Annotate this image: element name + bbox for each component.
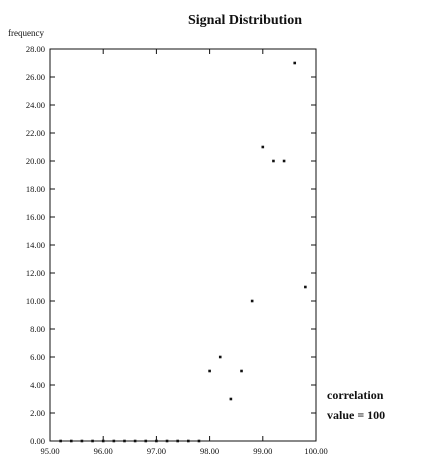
- x-axis: 95.00 96.00 97.00 98.00 99.00 100.00: [40, 49, 328, 456]
- y-axis: 0.00 2.00 4.00 6.00 8.00 10.00 12.00 14.00 16.00…: [26, 44, 316, 446]
- data-point: [59, 439, 62, 443]
- data-points: [59, 61, 307, 443]
- data-point: [91, 439, 94, 443]
- correlation-label: correlation: [327, 388, 384, 402]
- data-point: [261, 145, 265, 149]
- y-tick-label: 10.00: [26, 296, 45, 306]
- chart-title: Signal Distribution: [188, 13, 302, 28]
- y-tick-label: 12.00: [26, 268, 45, 278]
- y-tick-label: 4.00: [30, 380, 45, 390]
- data-point: [123, 439, 126, 443]
- x-tick-label: 95.00: [40, 446, 59, 456]
- x-tick-label: 99.00: [253, 446, 272, 456]
- data-point: [144, 439, 148, 443]
- y-tick-label: 28.00: [26, 44, 45, 54]
- y-tick-label: 2.00: [30, 408, 45, 418]
- y-tick-label: 16.00: [26, 212, 45, 222]
- data-point: [293, 61, 297, 65]
- data-point: [69, 439, 73, 443]
- data-point: [304, 285, 307, 289]
- data-point: [197, 439, 201, 443]
- y-tick-label: 26.00: [26, 72, 45, 82]
- y-tick-label: 18.00: [26, 184, 45, 194]
- data-point: [250, 299, 254, 303]
- data-point: [282, 159, 286, 163]
- y-tick-label: 22.00: [26, 128, 45, 138]
- data-point: [208, 369, 211, 373]
- x-tick-label: 97.00: [147, 446, 166, 456]
- x-tick-label: 96.00: [94, 446, 113, 456]
- correlation-value: value = 100: [327, 408, 385, 422]
- x-tick-label: 98.00: [200, 446, 219, 456]
- y-tick-label: 6.00: [30, 352, 45, 362]
- y-tick-label: 24.00: [26, 100, 45, 110]
- y-tick-label: 14.00: [26, 240, 45, 250]
- data-point: [101, 439, 105, 443]
- x-tick-label: 100.00: [304, 446, 327, 456]
- data-point: [165, 439, 169, 443]
- data-point: [240, 369, 243, 373]
- plot-frame: [49, 48, 317, 442]
- data-point: [229, 397, 233, 401]
- y-tick-label: 20.00: [26, 156, 45, 166]
- data-point: [80, 439, 84, 443]
- y-axis-label: frequency: [8, 28, 44, 38]
- data-point: [155, 439, 158, 443]
- data-point: [176, 439, 179, 443]
- data-point: [133, 439, 137, 443]
- data-point: [272, 159, 275, 163]
- data-point: [187, 439, 190, 443]
- data-point: [218, 355, 222, 359]
- y-tick-label: 0.00: [30, 436, 45, 446]
- data-point: [112, 439, 116, 443]
- y-tick-label: 8.00: [30, 324, 45, 334]
